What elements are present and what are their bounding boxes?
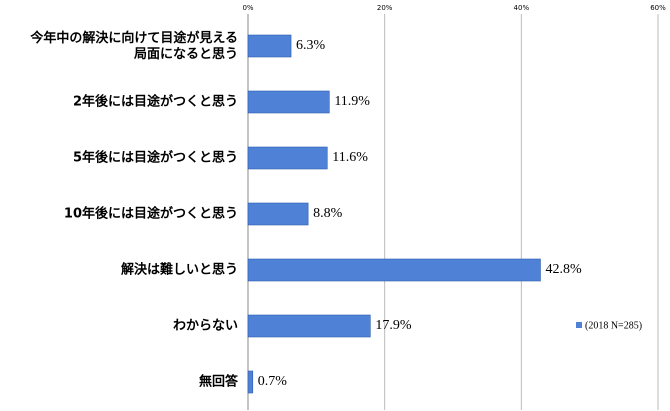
- value-label: 17.9%: [375, 318, 412, 333]
- value-label: 6.3%: [296, 38, 326, 53]
- y-tick-label: 無回答: [199, 374, 239, 390]
- value-label: 0.7%: [258, 374, 288, 389]
- y-tick-label: 5年後には目途がつくと思う: [73, 150, 238, 166]
- y-tick-label: 今年中の解決に向けて目途が見える局面になると思う: [29, 30, 238, 62]
- bar: [247, 90, 330, 114]
- bar: [247, 314, 371, 338]
- value-label: 42.8%: [545, 262, 582, 277]
- value-label: 8.8%: [313, 206, 343, 221]
- bar: [247, 370, 254, 394]
- x-tick-label: 20%: [377, 4, 393, 12]
- y-tick-label: わからない: [173, 319, 238, 334]
- x-tick-label: 60%: [650, 4, 666, 12]
- value-label: 11.9%: [334, 94, 370, 109]
- bar: [247, 34, 292, 58]
- x-tick-label: 0%: [242, 4, 253, 12]
- bar: [247, 258, 541, 282]
- x-tick-label: 40%: [514, 4, 530, 12]
- legend-label: (2018 N=285): [585, 320, 642, 331]
- y-tick-label: 10年後には目途がつくと思う: [64, 206, 238, 222]
- bar: [247, 202, 309, 226]
- legend-swatch: [576, 322, 582, 328]
- y-tick-label: 解決は難しいと思う: [120, 262, 238, 278]
- y-tick-label: 2年後には目途がつくと思う: [73, 94, 238, 110]
- bar: [247, 146, 328, 170]
- value-label: 11.6%: [332, 150, 368, 165]
